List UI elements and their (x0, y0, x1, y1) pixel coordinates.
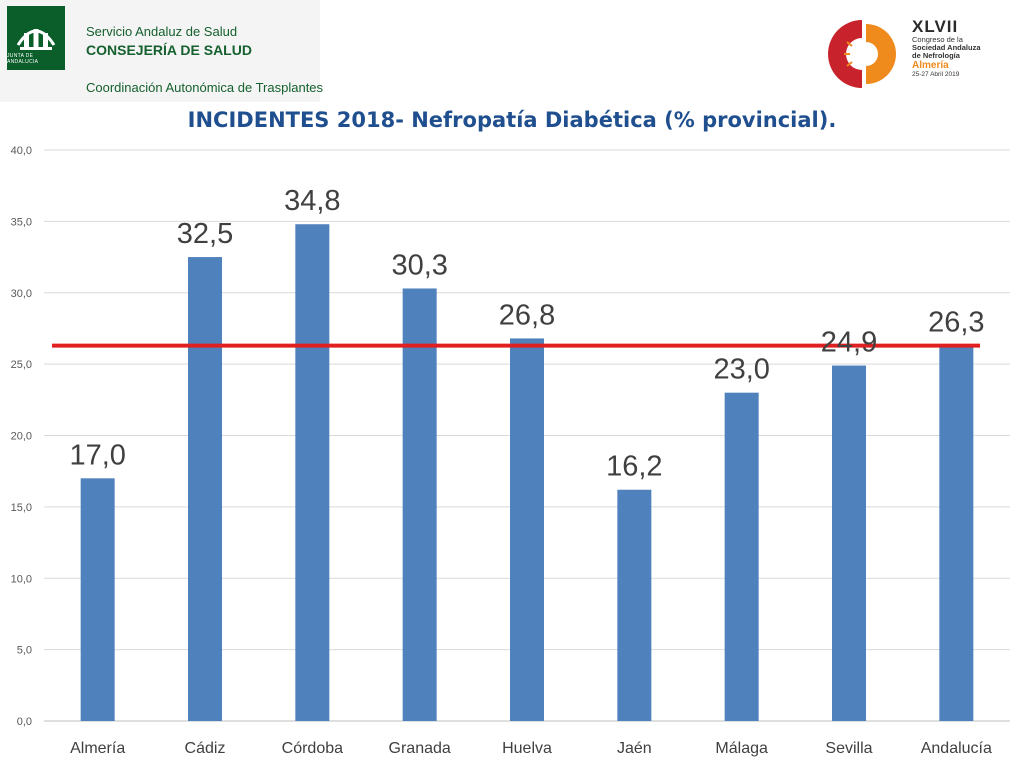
bar-chart: 0,0 5,0 10,0 15,0 20,0 25,0 30,0 35,0 40,0 17,0 3… (11, 145, 1010, 757)
chart-title: INCIDENTES 2018- Nefropatía Diabética (%… (187, 108, 837, 132)
data-label: 26,3 (928, 307, 984, 339)
bar (724, 392, 759, 721)
congress-city: Almería (912, 60, 949, 71)
congress-emblem-icon (828, 20, 896, 88)
data-label: 23,0 (713, 354, 769, 386)
congress-line-2: Sociedad Andaluza (912, 43, 981, 52)
bar (80, 478, 115, 721)
x-tick-label: Granada (389, 740, 451, 757)
congress-line-1: Congreso de la (912, 35, 963, 44)
org-department-name: CONSEJERÍA DE SALUD (86, 42, 252, 58)
bar (617, 489, 652, 721)
bars (80, 224, 974, 721)
y-tick-label: 5,0 (17, 645, 32, 657)
junta-logo-text: JUNTA DE ANDALUCIA (7, 53, 39, 65)
bar (402, 288, 437, 721)
x-tick-label: Andalucía (921, 740, 992, 757)
data-label: 30,3 (391, 249, 447, 281)
y-tick-label: 35,0 (11, 216, 32, 228)
x-tick-label: Jaén (617, 740, 652, 757)
x-tick-label: Sevilla (825, 740, 872, 757)
y-tick-label: 10,0 (11, 573, 32, 585)
y-axis-tick-labels: 0,0 5,0 10,0 15,0 20,0 25,0 30,0 35,0 40,0 (11, 145, 32, 728)
x-tick-label: Huelva (502, 740, 552, 757)
y-tick-label: 25,0 (11, 359, 32, 371)
data-label: 16,2 (606, 451, 662, 483)
junta-de-andalucia-logo: JUNTA DE ANDALUCIA (7, 6, 65, 70)
org-coordination-name: Coordinación Autonómica de Trasplantes (86, 80, 324, 95)
y-tick-label: 0,0 (17, 716, 32, 728)
x-axis-tick-labels: Almería Cádiz Córdoba Granada Huelva Jaén Mála… (70, 740, 992, 757)
y-tick-label: 30,0 (11, 288, 32, 300)
bar (832, 365, 866, 721)
bar (295, 224, 330, 721)
bar (939, 345, 974, 721)
data-label: 34,8 (284, 185, 340, 217)
congress-logo: XLVII Congreso de la Sociedad Andaluza d… (822, 14, 1002, 94)
y-tick-label: 15,0 (11, 502, 32, 514)
x-tick-label: Córdoba (282, 740, 343, 757)
x-tick-label: Málaga (715, 740, 768, 757)
data-label: 26,8 (499, 299, 555, 331)
data-label: 32,5 (177, 218, 233, 250)
org-service-name: Servicio Andaluz de Salud (86, 24, 238, 39)
data-labels: 17,0 32,5 34,8 30,3 26,8 16,2 23,0 24,9 26,3 (69, 185, 984, 483)
y-tick-label: 20,0 (11, 431, 32, 443)
x-tick-label: Almería (70, 740, 125, 757)
bar (510, 338, 544, 721)
data-label: 17,0 (69, 439, 125, 471)
congress-number: XLVII (912, 17, 959, 36)
x-tick-label: Cádiz (185, 740, 226, 757)
data-label: 24,9 (821, 327, 877, 359)
bar (188, 257, 222, 721)
congress-line-3: de Nefrología (912, 51, 960, 60)
congress-dates: 25-27 Abril 2019 (912, 71, 960, 78)
junta-emblem-icon (16, 29, 56, 50)
y-tick-label: 40,0 (11, 145, 32, 157)
